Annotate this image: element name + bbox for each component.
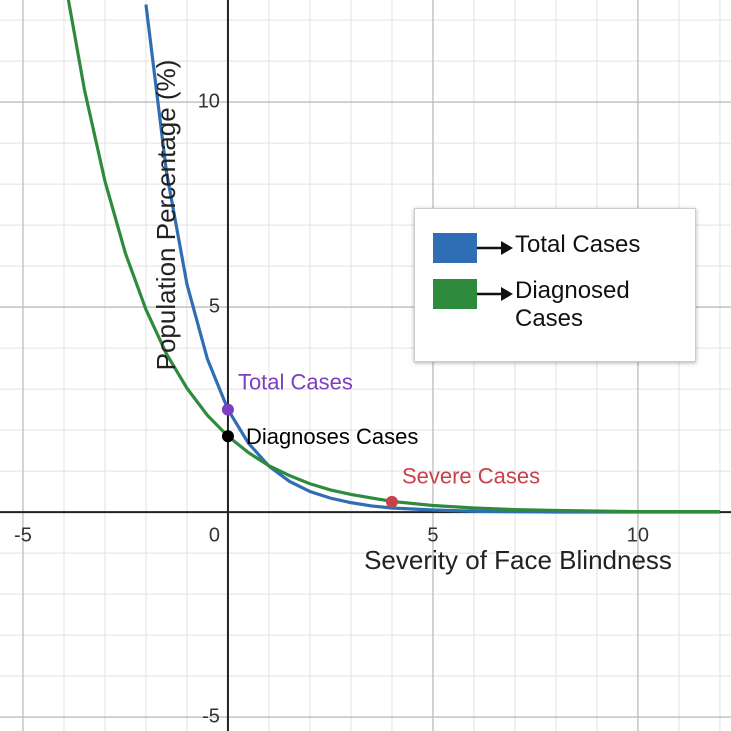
x-tick-label: 10 xyxy=(627,524,649,546)
legend-swatch xyxy=(433,279,477,309)
point xyxy=(221,403,234,416)
y-tick-label: -5 xyxy=(202,705,220,727)
legend: Total Cases Diagnosed Cases xyxy=(414,208,696,362)
legend-entry: Total Cases xyxy=(433,231,695,263)
series-line xyxy=(66,0,720,514)
y-tick-label: 5 xyxy=(209,295,220,317)
point-label: Total Cases xyxy=(238,369,353,394)
legend-label: Diagnosed Cases xyxy=(515,277,630,332)
legend-label: Total Cases xyxy=(515,231,641,258)
y-tick-label: 10 xyxy=(198,90,220,112)
legend-arrow xyxy=(477,241,513,255)
legend-arrow xyxy=(477,287,513,301)
legend-entry: Diagnosed Cases xyxy=(433,277,695,333)
point xyxy=(385,495,398,508)
point-label: Severe Cases xyxy=(402,464,540,489)
x-tick-label: 5 xyxy=(427,524,438,546)
point-label: Diagnoses Cases xyxy=(246,424,418,449)
legend-swatch xyxy=(433,233,477,263)
x-axis-label: Severity of Face Blindness xyxy=(364,545,672,575)
series-line xyxy=(144,4,720,514)
x-tick-label: 0 xyxy=(209,524,220,546)
point xyxy=(221,430,234,443)
x-tick-label: -5 xyxy=(14,524,32,546)
y-axis-label: Population Percentage (%) xyxy=(151,60,181,371)
